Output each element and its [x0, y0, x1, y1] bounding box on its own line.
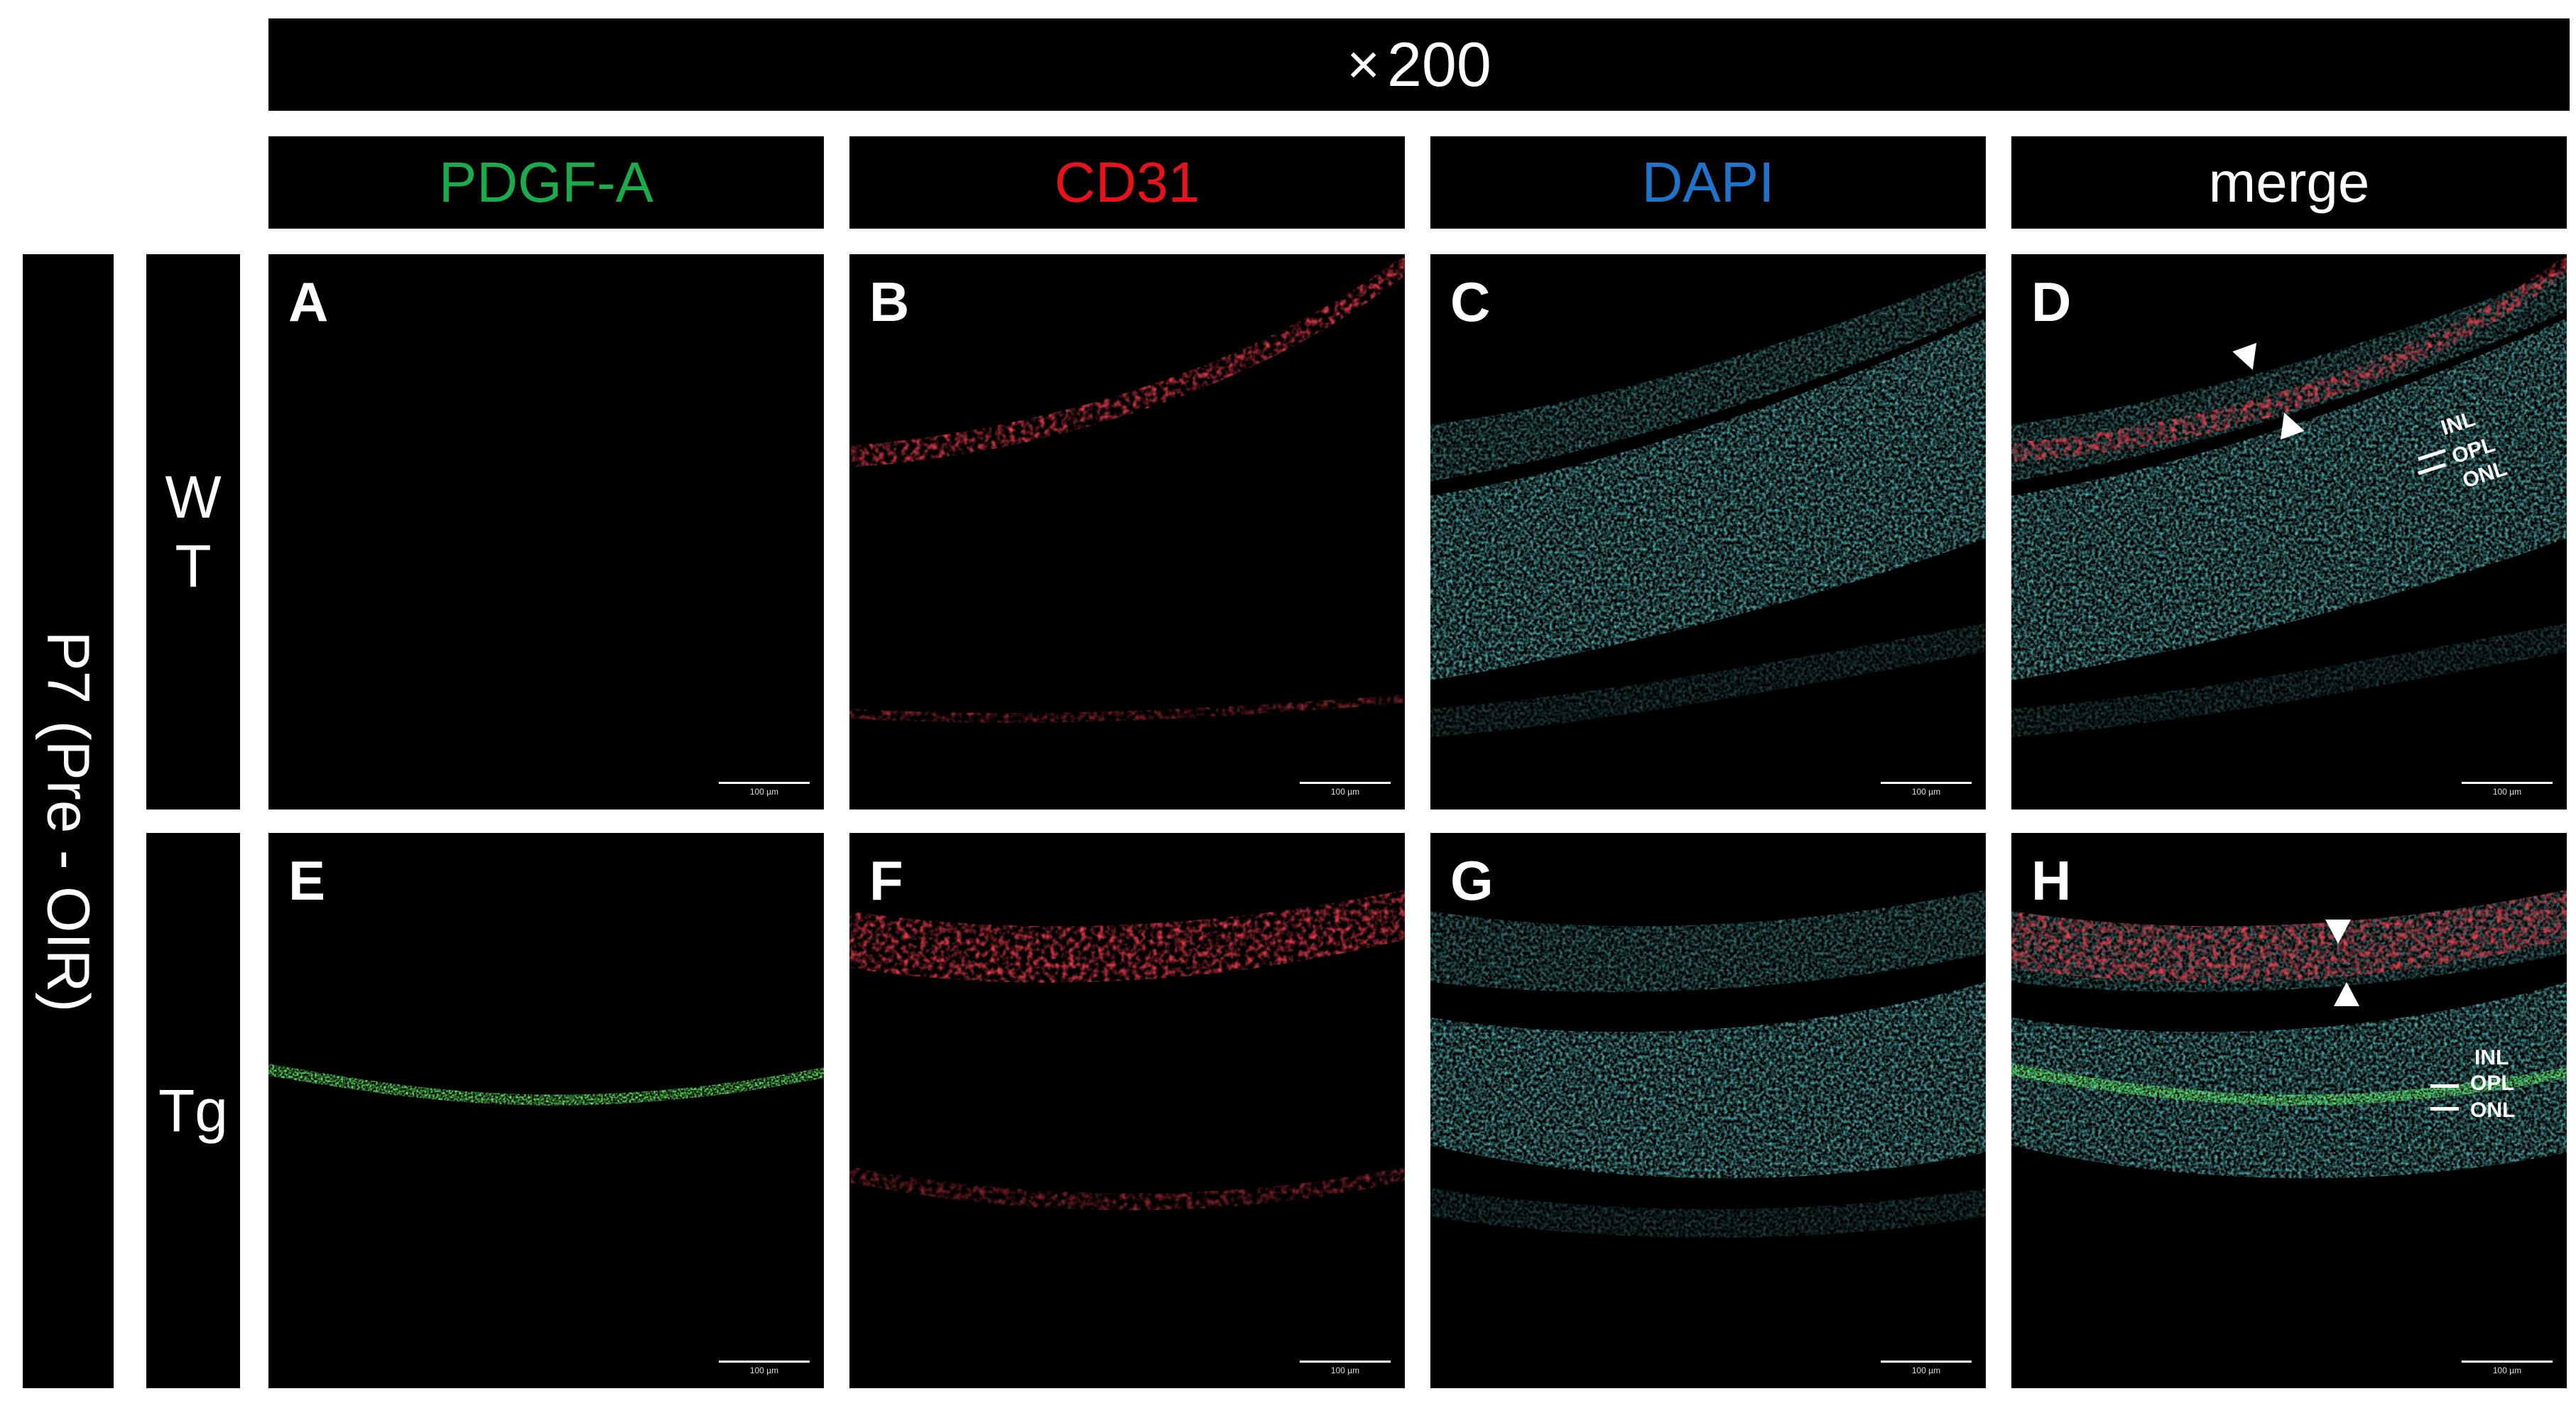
layer-label-inl: INL	[2474, 1046, 2509, 1069]
column-label-merge: merge	[2208, 151, 2370, 214]
panel-f-label: F	[869, 849, 903, 912]
scale-bar-label: 100 µm	[749, 1365, 779, 1375]
panel-d-label: D	[2031, 271, 2072, 333]
column-header-merge: merge	[2011, 136, 2567, 229]
scale-bar: 100 µm	[1881, 1361, 1972, 1375]
magnification-banner: × 200	[268, 18, 2570, 111]
arrowhead-down-icon	[2325, 920, 2351, 944]
column-label-cd31: CD31	[1054, 151, 1200, 214]
scale-bar-label: 100 µm	[2492, 1365, 2522, 1375]
column-label-dapi: DAPI	[1641, 151, 1775, 214]
scale-bar-label: 100 µm	[749, 787, 779, 797]
scale-bar: 100 µm	[719, 1361, 810, 1375]
row-label-wt-line2: T	[175, 533, 212, 599]
column-header-pdgfa: PDGF-A	[268, 136, 824, 229]
scale-bar-label: 100 µm	[1330, 787, 1360, 797]
panel-e-image: E 100 µm	[268, 833, 824, 1388]
panel-d-image: D INL OPL ONL 100 µm	[2011, 254, 2567, 809]
scale-bar-label: 100 µm	[2492, 787, 2522, 797]
panel-g-label: G	[1450, 849, 1494, 912]
layer-label-onl: ONL	[2470, 1099, 2516, 1122]
column-header-dapi: DAPI	[1430, 136, 1986, 229]
panel-a-label: A	[288, 271, 329, 333]
panel-g-image: G 100 µm	[1430, 833, 1986, 1388]
row-label-tg-text: Tg	[158, 1076, 229, 1144]
panel-b-image: B 100 µm	[849, 254, 1405, 809]
panel-c-image: C 100 µm	[1430, 254, 1986, 809]
scale-bar: 100 µm	[719, 782, 810, 797]
scale-bar-label: 100 µm	[1911, 1365, 1941, 1375]
group-label-bar: P7 (Pre - OIR)	[23, 254, 114, 1388]
scale-bar: 100 µm	[1300, 782, 1391, 797]
scale-bar: 100 µm	[1300, 1361, 1391, 1375]
column-header-cd31: CD31	[849, 136, 1405, 229]
panel-h-label: H	[2031, 849, 2072, 912]
row-label-wt: W T	[146, 254, 240, 809]
scale-bar: 100 µm	[2462, 782, 2553, 797]
layer-divider	[2430, 1107, 2459, 1111]
arrowhead-up-icon	[2334, 982, 2359, 1006]
row-label-tg: Tg	[146, 833, 240, 1388]
group-label: P7 (Pre - OIR)	[35, 631, 102, 1012]
layer-label-opl: OPL	[2470, 1072, 2514, 1095]
scale-bar: 100 µm	[1881, 782, 1972, 797]
column-label-pdgfa: PDGF-A	[438, 151, 654, 214]
scale-bar-label: 100 µm	[1911, 787, 1941, 797]
panel-h-image: H INL OPL ONL 100 µm	[2011, 833, 2567, 1388]
panel-b-label: B	[869, 271, 910, 333]
panel-a-image: A 100 µm	[268, 254, 824, 809]
panel-e-label: E	[288, 849, 326, 912]
times-symbol: ×	[1347, 33, 1380, 96]
scale-bar: 100 µm	[2462, 1361, 2553, 1375]
row-label-wt-line1: W	[165, 464, 222, 531]
panel-c-label: C	[1450, 271, 1491, 333]
panel-f-image: F 100 µm	[849, 833, 1405, 1388]
scale-bar-label: 100 µm	[1330, 1365, 1360, 1375]
magnification-value: 200	[1386, 29, 1491, 99]
layer-divider	[2430, 1084, 2459, 1088]
